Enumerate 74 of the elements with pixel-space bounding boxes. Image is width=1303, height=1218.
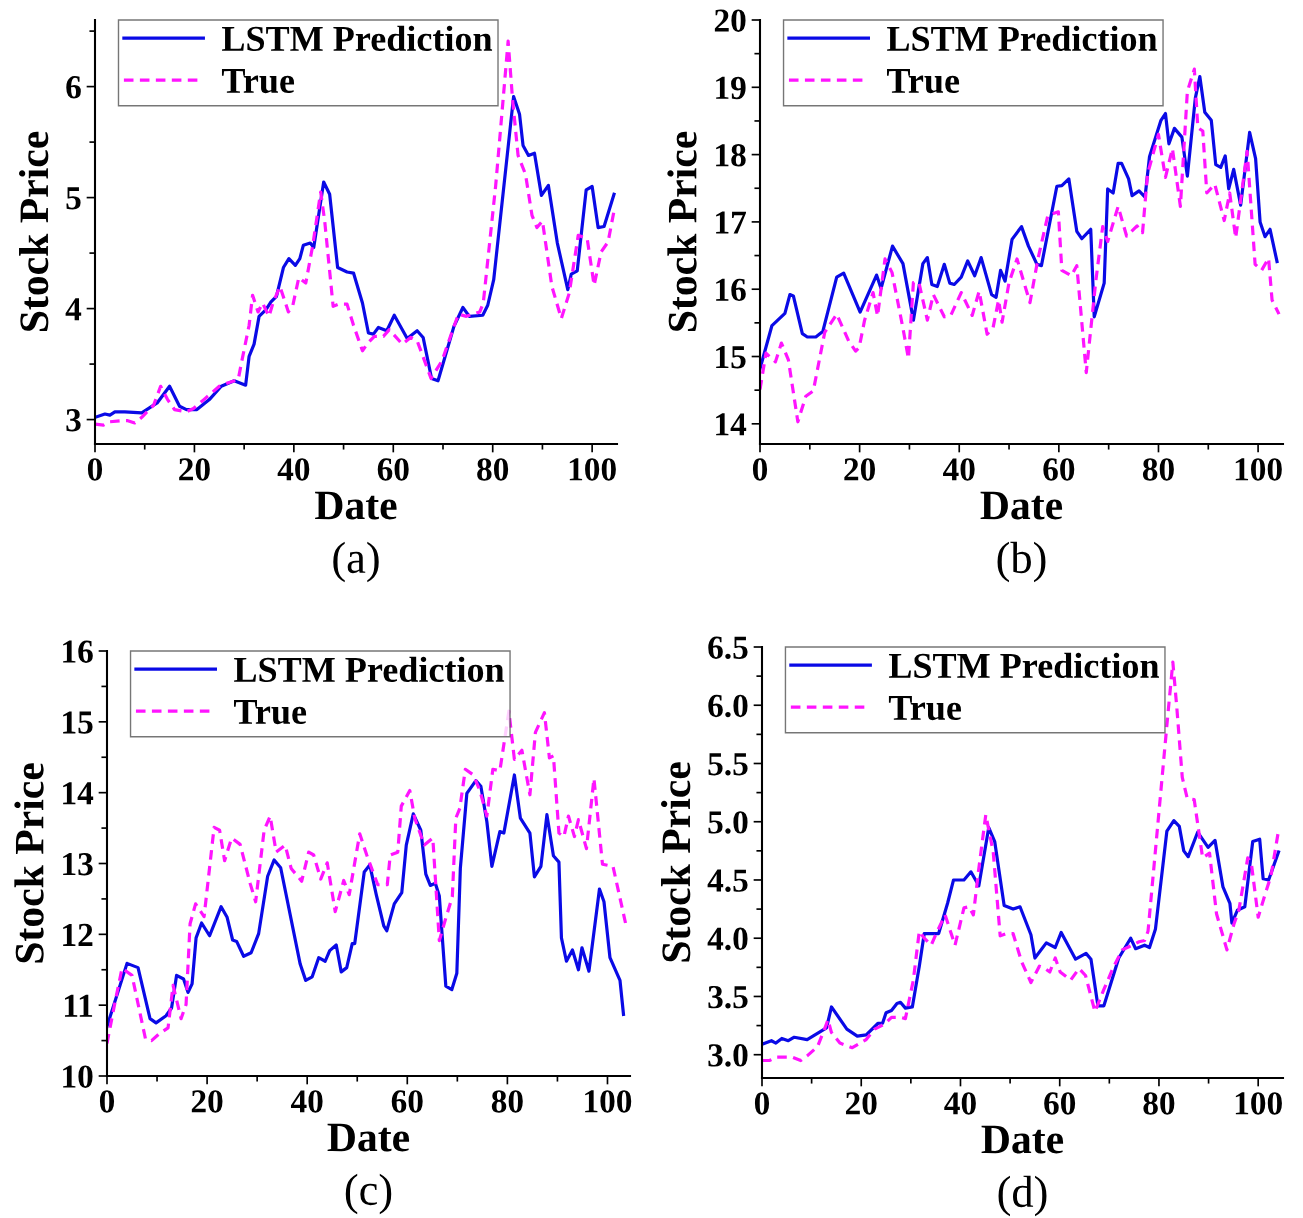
x-tick-label: 80 bbox=[1143, 1092, 1175, 1115]
x-tick-label: 0 bbox=[754, 1092, 770, 1115]
y-tick-label: 6.0 bbox=[708, 694, 748, 718]
y-tick-label: 5.5 bbox=[708, 753, 748, 776]
legend-label: LSTM Prediction bbox=[888, 652, 1160, 679]
x-tick-label: 80 bbox=[491, 1090, 523, 1113]
y-tick-label: 11 bbox=[64, 994, 93, 1017]
legend-label: True bbox=[887, 69, 960, 94]
x-axis-title: Date bbox=[980, 491, 1063, 520]
legend-label: LSTM Prediction bbox=[887, 25, 1158, 52]
y-tick-label: 14 bbox=[63, 782, 94, 805]
x-tick-label: 20 bbox=[191, 1090, 223, 1113]
y-tick-label: 3 bbox=[66, 409, 81, 432]
y-tick-label: 14 bbox=[716, 413, 747, 436]
y-tick-label: 6 bbox=[66, 76, 81, 99]
y-tick-label: 12 bbox=[63, 923, 93, 946]
y-tick-label: 16 bbox=[716, 278, 746, 302]
legend-label: True bbox=[234, 700, 307, 725]
y-axis-title: Stock Price bbox=[667, 131, 697, 332]
x-axis-title: Date bbox=[981, 1125, 1064, 1154]
x-tick-label: 60 bbox=[1044, 1092, 1076, 1115]
y-tick-label: 4.5 bbox=[707, 869, 748, 893]
x-axis-title: Date bbox=[315, 491, 397, 520]
x-tick-label: 40 bbox=[943, 458, 975, 481]
x-tick-label: 20 bbox=[845, 1092, 877, 1115]
y-tick-label: 3.5 bbox=[708, 985, 748, 1009]
x-tick-label: 20 bbox=[844, 458, 876, 481]
line-series bbox=[95, 94, 616, 419]
y-tick-label: 15 bbox=[63, 711, 93, 734]
y-tick-label: 13 bbox=[63, 852, 93, 876]
legend-label: LSTM Prediction bbox=[234, 656, 505, 683]
y-tick-label: 18 bbox=[716, 144, 746, 167]
legend-label: LSTM Prediction bbox=[222, 25, 493, 52]
x-tick-label: 0 bbox=[87, 458, 103, 481]
x-tick-label: 100 bbox=[1235, 1092, 1282, 1115]
line-series bbox=[107, 773, 626, 1029]
x-tick-label: 60 bbox=[391, 1090, 423, 1113]
y-tick-label: 19 bbox=[716, 76, 746, 100]
x-tick-label: 80 bbox=[477, 458, 509, 481]
y-tick-label: 10 bbox=[63, 1065, 93, 1088]
y-axis-title: Stock Price bbox=[14, 763, 44, 963]
y-axis-title: Stock Price bbox=[661, 762, 691, 962]
line-series bbox=[760, 67, 1281, 424]
x-tick-label: 80 bbox=[1142, 458, 1174, 481]
x-axis-title: Date bbox=[327, 1123, 410, 1152]
y-axis-title: Stock Price bbox=[19, 131, 49, 332]
line-series bbox=[762, 818, 1281, 1046]
y-tick-label: 4.0 bbox=[707, 927, 748, 951]
text: (a) bbox=[333, 541, 379, 583]
x-tick-label: 100 bbox=[569, 458, 616, 481]
x-tick-label: 0 bbox=[99, 1090, 115, 1113]
x-tick-label: 0 bbox=[752, 458, 768, 481]
x-tick-label: 60 bbox=[377, 458, 409, 481]
y-tick-label: 6.5 bbox=[708, 636, 748, 660]
x-tick-label: 60 bbox=[1043, 458, 1075, 481]
text: (d) bbox=[998, 1175, 1047, 1217]
y-tick-label: 5 bbox=[66, 187, 81, 210]
y-tick-label: 17 bbox=[716, 211, 746, 234]
y-tick-label: 4 bbox=[65, 298, 82, 321]
y-tick-label: 3.0 bbox=[708, 1044, 748, 1067]
x-tick-label: 40 bbox=[944, 1092, 976, 1115]
text: (c) bbox=[345, 1173, 392, 1215]
y-tick-label: 5.0 bbox=[708, 811, 748, 834]
x-tick-label: 100 bbox=[1235, 458, 1282, 481]
y-tick-label: 15 bbox=[716, 346, 746, 369]
y-tick-label: 20 bbox=[714, 9, 746, 32]
x-tick-label: 100 bbox=[585, 1090, 632, 1113]
x-tick-label: 20 bbox=[179, 458, 210, 481]
x-tick-label: 40 bbox=[290, 1090, 323, 1113]
x-tick-label: 40 bbox=[277, 458, 310, 481]
legend-label: True bbox=[221, 69, 295, 94]
text: (b) bbox=[997, 541, 1046, 583]
y-tick-label: 16 bbox=[63, 640, 93, 663]
legend-label: True bbox=[888, 696, 961, 721]
